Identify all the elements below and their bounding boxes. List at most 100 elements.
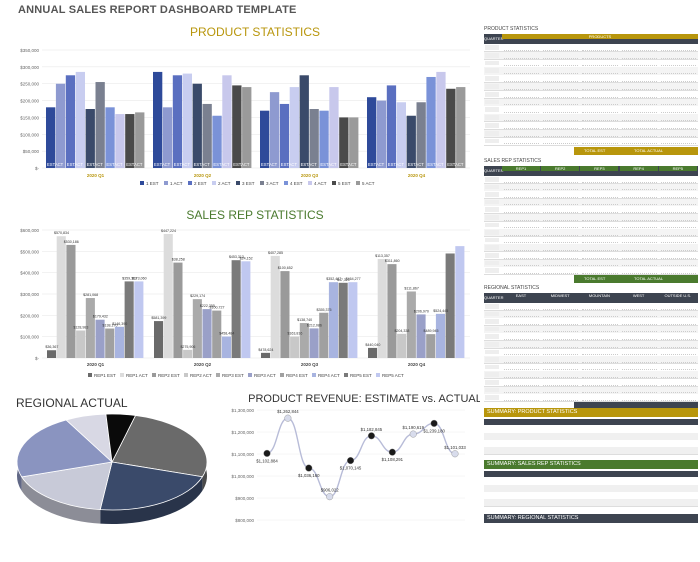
- data-label: $128,983: [73, 325, 88, 329]
- line-point: [305, 464, 313, 472]
- table-group-header: PRODUCTS: [502, 34, 698, 39]
- table-cell: [582, 312, 618, 318]
- bar: [105, 107, 115, 168]
- data-label: $138,740: [297, 318, 312, 322]
- bar: [270, 255, 280, 358]
- table-cell: [504, 53, 540, 59]
- table-cell: [543, 123, 579, 129]
- bar: [212, 310, 222, 358]
- table-cell: [582, 334, 618, 340]
- table-cell: [582, 304, 618, 310]
- table-cell: [621, 342, 657, 348]
- legend-swatch: [152, 373, 156, 377]
- legend-swatch: [356, 181, 360, 185]
- y-tick-label: $500,000: [20, 249, 39, 254]
- table-row: [484, 229, 698, 238]
- table-total-bar: [574, 402, 698, 410]
- data-label: $447,224: [161, 229, 176, 233]
- table-cell: [660, 372, 696, 378]
- table-cell: [543, 261, 579, 267]
- bar: [329, 87, 339, 168]
- table-cell: [660, 131, 696, 137]
- line-point: [409, 430, 417, 438]
- table-cell: [543, 53, 579, 59]
- y-tick-label: $100,000: [20, 132, 39, 137]
- bar-tick-label: ESTACT: [368, 162, 385, 167]
- table-column-header: OUTSIDE U.S.: [664, 293, 692, 298]
- table-cell: [582, 365, 618, 371]
- bar: [76, 330, 86, 358]
- bar: [416, 314, 426, 358]
- table-cell: [582, 84, 618, 90]
- table-title: PRODUCT STATISTICS: [484, 26, 539, 32]
- table-cell: [621, 84, 657, 90]
- bar: [386, 85, 397, 168]
- table-row: [484, 267, 698, 276]
- table-cell: [582, 76, 618, 82]
- row-header-cell: [485, 115, 499, 120]
- table-cell: [543, 238, 579, 244]
- table-cell: [660, 123, 696, 129]
- table-cell: [543, 380, 579, 386]
- bar: [125, 114, 135, 168]
- bar-tick-label: ESTACT: [320, 162, 337, 167]
- table-column-header: REP1: [502, 166, 540, 171]
- legend-swatch: [312, 373, 316, 377]
- data-label: $1,239,180: [423, 428, 445, 433]
- y-tick-label: $150,000: [20, 115, 39, 120]
- table-cell: [621, 327, 657, 333]
- table-cell: [660, 350, 696, 356]
- table-row: [484, 318, 698, 327]
- bar: [105, 328, 115, 358]
- legend-label: REP5 ACT: [382, 373, 404, 378]
- table-cell: [504, 84, 540, 90]
- row-header-cell: [485, 184, 499, 190]
- table-cell: [660, 261, 696, 267]
- table-cell: [582, 380, 618, 386]
- bar: [289, 87, 299, 168]
- table-cell: [582, 261, 618, 267]
- bar: [397, 333, 407, 358]
- table-cell: [660, 100, 696, 106]
- table-cell: [660, 192, 696, 198]
- table-row: [484, 98, 698, 107]
- table-row: [484, 259, 698, 268]
- bar: [183, 349, 193, 358]
- table-cell: [582, 357, 618, 363]
- summary-title: SUMMARY: PRODUCT STATISTICS: [484, 408, 698, 417]
- row-header-cell: [485, 215, 499, 220]
- legend-swatch: [88, 373, 92, 377]
- tables-panel: PRODUCT STATISTICS QUARTER PRODUCTS TOTAL E…: [484, 26, 698, 525]
- legend-swatch: [188, 181, 192, 185]
- bar: [387, 264, 397, 358]
- bar-tick-label: ESTACT: [447, 162, 464, 167]
- bar: [222, 75, 232, 168]
- bar: [75, 71, 85, 168]
- data-label: $1,190,619: [402, 425, 424, 430]
- bar: [436, 71, 446, 168]
- table-cell: [582, 372, 618, 378]
- table-row: [484, 348, 698, 357]
- table-cell: [504, 123, 540, 129]
- table-cell: [621, 207, 657, 213]
- data-label: $407,285: [268, 251, 283, 255]
- table-cell: [660, 139, 696, 145]
- data-label: $359,113: [122, 276, 137, 280]
- legend-label: 5 EST: [338, 181, 351, 186]
- row-header-cell: [485, 237, 499, 243]
- data-label: $1,182,845: [361, 427, 383, 432]
- table-row: [484, 341, 698, 350]
- bar-tick-label: ESTACT: [340, 162, 357, 167]
- table-row: [484, 386, 698, 395]
- table-cell: [543, 185, 579, 191]
- table-row: [484, 114, 698, 123]
- table-cell: [582, 123, 618, 129]
- y-tick-label: $200,000: [20, 99, 39, 104]
- row-header-cell: [485, 253, 499, 258]
- total-actual-label: TOTAL ACTUAL: [634, 148, 664, 153]
- table-cell: [543, 215, 579, 221]
- row-header-cell: [485, 199, 499, 205]
- total-actual-label: TOTAL ACTUAL: [634, 276, 664, 281]
- y-tick-label: $50,000: [23, 149, 40, 154]
- bar: [396, 102, 406, 168]
